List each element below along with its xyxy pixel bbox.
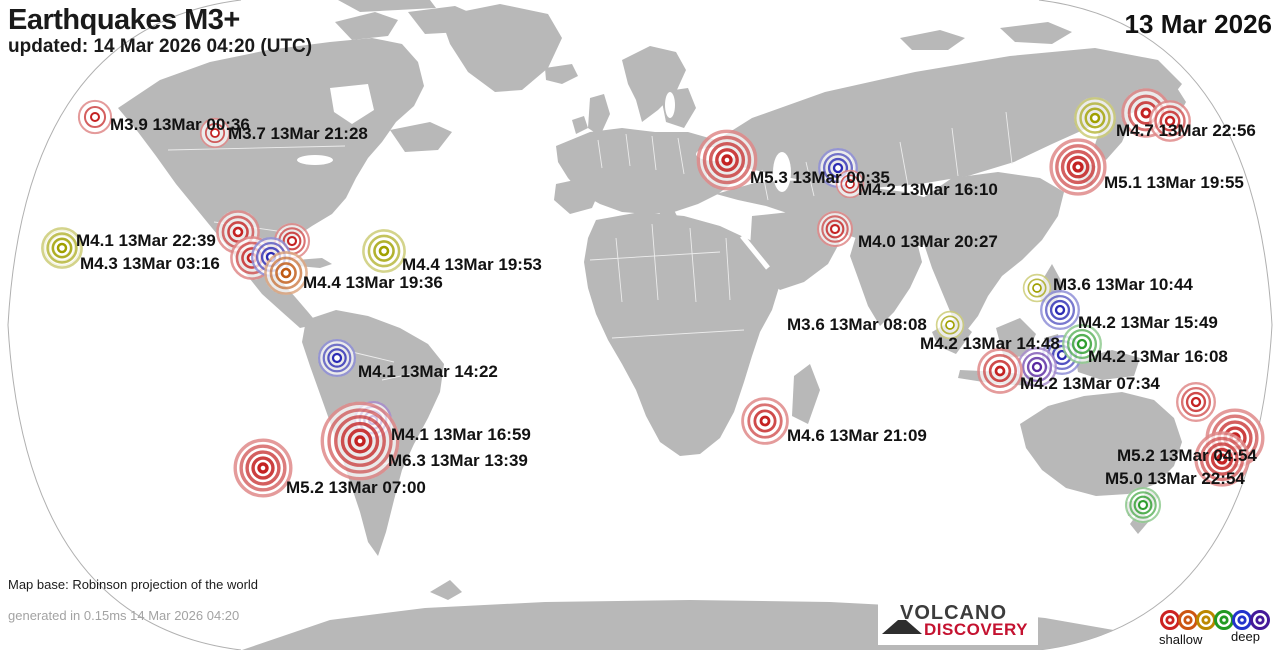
quake-marker[interactable]: [199, 117, 231, 149]
logo-line2: DISCOVERY: [924, 620, 1029, 639]
quake-label[interactable]: M4.1 13Mar 14:22: [358, 362, 498, 381]
legend-ring: [1232, 610, 1252, 630]
quake-label[interactable]: M4.6 13Mar 21:09: [787, 426, 927, 445]
depth-legend: shallow deep: [1150, 600, 1278, 650]
legend-ring: [1214, 610, 1234, 630]
quake-marker[interactable]: [741, 397, 789, 445]
quake-marker[interactable]: [977, 348, 1023, 394]
updated-timestamp: updated: 14 Mar 2026 04:20 (UTC): [8, 36, 313, 57]
quake-marker[interactable]: [1049, 138, 1107, 196]
quake-label[interactable]: M3.6 13Mar 10:44: [1053, 275, 1193, 294]
quake-label[interactable]: M4.2 13Mar 15:49: [1078, 313, 1218, 332]
projection-outline: [7, 0, 1273, 650]
quake-marker[interactable]: [1062, 324, 1102, 364]
quake-marker[interactable]: [233, 438, 293, 498]
quake-label[interactable]: M4.4 13Mar 19:53: [402, 255, 542, 274]
quake-label[interactable]: M4.2 13Mar 14:48: [920, 334, 1060, 353]
quake-label[interactable]: M4.3 13Mar 03:16: [80, 254, 220, 273]
quake-marker[interactable]: [264, 251, 308, 295]
quake-label[interactable]: M3.7 13Mar 21:28: [228, 124, 368, 143]
volcanodiscovery-logo[interactable]: VOLCANO DISCOVERY: [878, 596, 1038, 645]
legend-ring: [1178, 610, 1198, 630]
quake-marker[interactable]: [41, 227, 83, 269]
quake-marker[interactable]: [835, 169, 865, 199]
quake-label[interactable]: M3.9 13Mar 00:36: [110, 115, 250, 134]
quake-marker[interactable]: [1074, 97, 1116, 139]
quake-marker[interactable]: [1149, 100, 1191, 142]
quake-label[interactable]: M4.2 13Mar 07:34: [1020, 374, 1160, 393]
quake-marker[interactable]: [317, 338, 357, 378]
quake-marker[interactable]: [362, 229, 406, 273]
legend-ring: [1196, 610, 1216, 630]
map-base-note: Map base: Robinson projection of the wor…: [8, 577, 259, 592]
quake-label[interactable]: M4.4 13Mar 19:36: [303, 273, 443, 292]
quake-label[interactable]: M4.2 13Mar 16:08: [1088, 347, 1228, 366]
quake-marker[interactable]: [1194, 431, 1250, 487]
quake-label[interactable]: M5.2 13Mar 04:54: [1117, 446, 1257, 465]
quake-label[interactable]: M5.1 13Mar 19:55: [1104, 173, 1244, 192]
legend-ring: [1250, 610, 1270, 630]
quake-marker[interactable]: [320, 401, 400, 481]
legend-ring: [1160, 610, 1180, 630]
quake-marker[interactable]: [935, 310, 965, 340]
quake-label[interactable]: M4.7 13Mar 22:56: [1116, 121, 1256, 140]
quake-marker[interactable]: [1176, 382, 1216, 422]
quake-marker[interactable]: [816, 210, 854, 248]
page-title: Earthquakes M3+: [8, 4, 240, 36]
quake-marker[interactable]: [696, 129, 758, 191]
map-date: 13 Mar 2026: [1124, 9, 1272, 39]
quake-label[interactable]: M3.6 13Mar 08:08: [787, 315, 927, 334]
quake-marker[interactable]: [1022, 273, 1052, 303]
quake-label[interactable]: M6.3 13Mar 13:39: [388, 451, 528, 470]
quake-marker[interactable]: [1040, 290, 1080, 330]
quake-label[interactable]: M5.2 13Mar 07:00: [286, 478, 426, 497]
quake-label[interactable]: M4.1 13Mar 16:59: [391, 425, 531, 444]
quake-label[interactable]: M4.0 13Mar 20:27: [858, 232, 998, 251]
quake-label[interactable]: M5.3 13Mar 00:35: [750, 168, 890, 187]
logo-line1: VOLCANO: [900, 602, 1007, 624]
quake-marker[interactable]: [77, 99, 113, 135]
generated-note: generated in 0.15ms 14 Mar 2026 04:20: [8, 608, 240, 623]
depth-legend-rings: [1160, 610, 1270, 630]
quake-marker[interactable]: [1124, 486, 1162, 524]
quake-label[interactable]: M4.2 13Mar 16:10: [858, 180, 998, 199]
quake-label[interactable]: M4.1 13Mar 22:39: [76, 231, 216, 250]
legend-shallow-label: shallow: [1159, 632, 1203, 647]
legend-deep-label: deep: [1231, 629, 1260, 644]
quake-marker[interactable]: [1017, 347, 1057, 387]
quake-label[interactable]: M5.0 13Mar 22:54: [1105, 469, 1245, 488]
